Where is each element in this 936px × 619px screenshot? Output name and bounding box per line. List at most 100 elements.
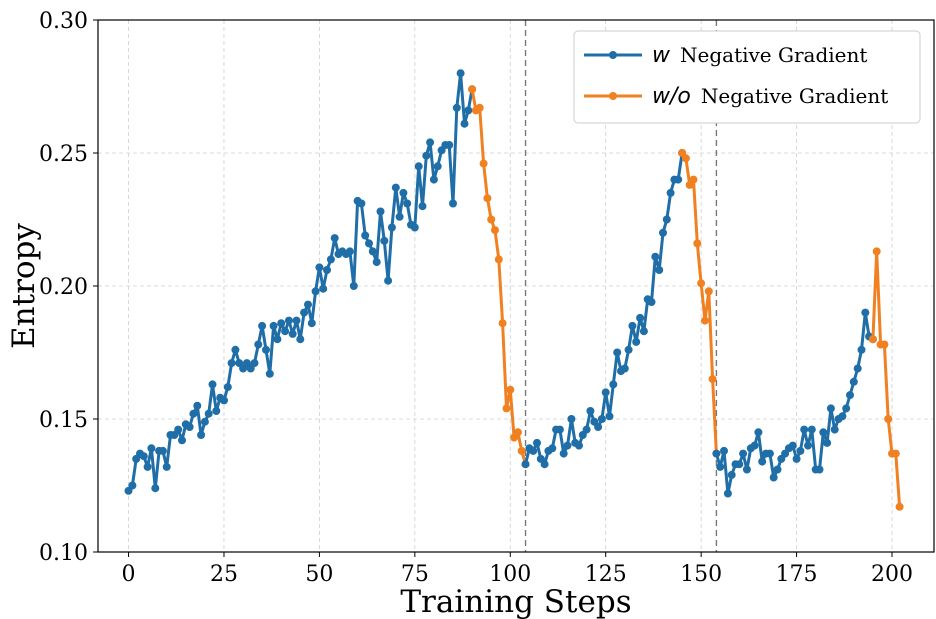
series-group [124,69,904,511]
data-point-s5-7 [895,502,904,511]
data-point-s4-39 [861,308,870,317]
data-point-s3-7 [704,287,713,296]
data-point-s4-0 [712,449,721,458]
data-point-s4-4 [727,470,736,479]
data-point-s5-6 [891,449,900,458]
data-point-s2-7 [548,444,557,453]
x-ticks: 0 25 50 75 100 125 150 175 200 [122,552,913,587]
data-point-s4-16 [773,465,782,474]
x-tick-label-8: 200 [871,562,913,587]
data-point-s4-3 [723,489,732,498]
data-point-s0-23 [212,407,221,415]
data-point-s0-5 [143,462,152,471]
data-point-s0-10 [162,462,171,471]
data-point-s5-1 [872,247,881,256]
data-point-s0-65 [372,258,381,267]
data-point-s0-28 [231,345,240,354]
data-point-s0-35 [258,321,267,330]
data-point-s0-41 [281,327,290,336]
data-point-s4-30 [826,404,835,413]
data-point-s4-6 [735,460,744,469]
data-point-s0-62 [361,231,370,240]
data-point-s2-29 [632,337,641,346]
data-point-s0-71 [395,212,404,221]
data-point-s2-23 [609,380,618,389]
x-tick-label-0: 0 [122,562,136,587]
x-tick-label-4: 100 [489,562,531,587]
data-point-s4-36 [849,377,858,386]
data-point-s0-80 [429,175,438,184]
y-tick-label-3: 0.25 [39,142,88,167]
data-point-s1-10 [506,385,515,394]
data-point-s2-10 [559,449,568,458]
data-point-s2-33 [647,298,656,306]
y-tick-label-0: 0.10 [39,541,88,566]
data-point-s4-10 [750,441,759,450]
data-point-s0-47 [304,300,312,309]
data-point-s0-59 [349,282,358,290]
legend-label-w: w Negative Gradient [652,43,867,68]
data-point-s0-25 [220,396,228,405]
data-point-s5-4 [884,415,893,423]
y-axis-label: Entropy [6,223,42,349]
data-point-s1-12 [513,428,522,437]
data-point-s0-26 [223,383,232,392]
data-point-s2-2 [529,446,538,455]
series-line-3 [680,152,718,454]
y-tick-label-4: 0.30 [39,9,88,34]
data-point-s1-7 [494,255,503,264]
data-point-s0-77 [418,202,427,211]
data-point-s0-1 [128,481,137,490]
data-point-s0-27 [227,359,236,368]
legend-prefix-wo: w/o [652,84,691,109]
data-point-s0-54 [330,234,339,243]
x-axis-label: Training Steps [400,584,631,619]
data-point-s4-21 [792,454,801,463]
x-tick-label-6: 150 [680,562,722,587]
data-point-s4-23 [800,425,809,434]
data-point-s4-37 [853,364,862,373]
data-point-s2-5 [540,460,549,469]
data-point-s4-34 [842,404,851,413]
data-point-s0-22 [208,380,217,389]
data-point-s4-33 [838,412,847,421]
data-point-s2-35 [655,266,664,274]
data-point-s3-8 [708,375,717,384]
data-point-s0-58 [345,247,354,256]
x-tick-label-1: 25 [210,562,238,587]
data-point-s4-15 [769,473,778,482]
y-tick-label-2: 0.20 [39,275,88,300]
legend: w Negative Gradient w/o Negative Gradien… [573,30,921,124]
data-point-s4-8 [742,465,751,474]
data-point-s5-3 [880,340,889,349]
data-point-s0-49 [311,287,320,296]
data-point-s0-66 [376,207,385,216]
data-point-s2-26 [620,364,629,373]
data-point-s2-12 [567,415,576,423]
data-point-s0-75 [410,223,419,232]
data-point-s0-64 [368,247,377,256]
data-point-s0-42 [284,316,293,325]
data-point-s0-87 [456,69,465,78]
data-point-s2-11 [563,441,572,450]
legend-text-w: Negative Gradient [680,43,867,67]
data-point-s4-14 [765,449,774,458]
data-point-s1-13 [517,446,526,455]
data-point-s0-44 [292,316,301,325]
data-point-s3-5 [697,279,706,288]
data-point-s2-20 [597,415,606,423]
data-point-s4-1 [716,462,725,471]
data-point-s0-34 [254,340,263,349]
data-point-s0-68 [384,276,393,285]
data-point-s0-50 [315,263,324,272]
data-point-s0-84 [445,141,454,149]
data-point-s0-70 [391,183,400,192]
data-point-s2-0 [521,460,530,469]
data-point-s2-24 [613,348,622,357]
data-point-s0-76 [414,162,423,171]
data-point-s0-89 [464,106,473,115]
data-point-s0-6 [147,444,156,453]
data-point-s0-19 [197,431,206,439]
data-point-s1-4 [483,194,492,203]
data-point-s2-14 [575,441,583,450]
